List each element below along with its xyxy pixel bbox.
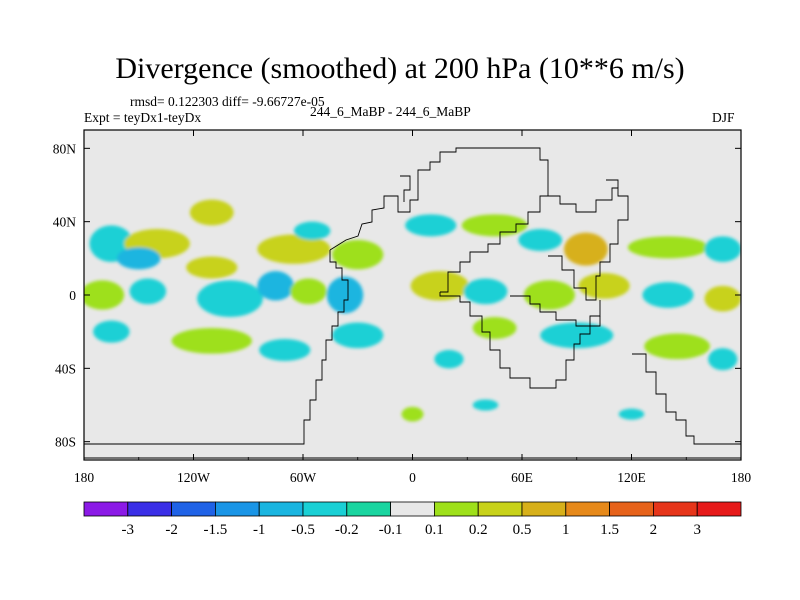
anomaly-blob (627, 236, 709, 259)
colorbar-swatch (302, 501, 348, 517)
y-tick-label: 40N (53, 215, 77, 230)
colorbar-label: 0.2 (469, 522, 488, 538)
anomaly-blob (540, 322, 614, 349)
x-tick-label: 180 (74, 470, 95, 485)
x-tick-label: 120E (617, 470, 646, 485)
chart-title: Divergence (smoothed) at 200 hPa (10**6 … (115, 52, 685, 85)
anomaly-blob (197, 280, 263, 317)
colorbar-label: 0.1 (425, 522, 444, 538)
anomaly-blob (257, 234, 331, 264)
colorbar-swatch (521, 501, 567, 517)
colorbar-label: 3 (693, 522, 701, 538)
anomaly-blob (578, 273, 630, 299)
colorbar-label: 2 (650, 522, 658, 538)
colorbar-label: -1 (253, 522, 266, 538)
colorbar-label: -0.5 (291, 522, 315, 538)
colorbar-swatch (390, 501, 435, 517)
anomaly-blob (704, 285, 741, 312)
anomaly-blob (704, 236, 741, 262)
anomaly-blob (332, 322, 384, 349)
colorbar-label: 1 (562, 522, 570, 538)
anomaly-blob (644, 333, 710, 360)
anomaly-blob (463, 278, 508, 305)
anomaly-blob (84, 280, 125, 310)
anomaly-blob (642, 282, 694, 308)
experiment-label: Expt = teyDx1-teyDx (84, 110, 202, 125)
anomaly-blob (189, 199, 234, 226)
colorbar-swatch (565, 501, 610, 517)
anomaly-blob (410, 271, 470, 301)
anomaly-core (576, 241, 596, 257)
colorbar-swatch (258, 501, 304, 517)
anomaly-blob (401, 406, 424, 422)
colorbar-swatch (477, 501, 523, 517)
colorbar-label: -0.2 (335, 522, 359, 538)
colorbar-swatch (653, 501, 698, 517)
anomaly-blob (171, 328, 252, 354)
colorbar-label: 0.5 (513, 522, 532, 538)
colorbar-label: -0.1 (379, 522, 403, 538)
anomaly-blob (293, 221, 331, 240)
x-tick-label: 180 (731, 470, 752, 485)
colorbar-swatch (696, 501, 742, 517)
anomaly-core (336, 286, 354, 304)
stats-label: rmsd= 0.122303 diff= -9.66727e-05 (130, 94, 325, 109)
anomaly-blob (618, 408, 645, 420)
y-axis: 80N 40N 0 40S 80S (53, 141, 741, 450)
colorbar-label: -1.5 (204, 522, 228, 538)
colorbar-label: 1.5 (600, 522, 619, 538)
colorbar-swatch (127, 501, 173, 517)
colorbar-swatch (214, 501, 260, 517)
center-label: 244_6_MaBP - 244_6_MaBP (310, 104, 471, 119)
anomaly-blob (186, 256, 238, 279)
x-tick-label: 60W (290, 470, 317, 485)
anomaly-blob (129, 278, 167, 305)
colorbar-swatch (346, 501, 391, 517)
y-tick-label: 80S (55, 435, 76, 450)
x-tick-label: 0 (409, 470, 416, 485)
anomaly-blob (434, 350, 464, 369)
colorbar-label: -3 (122, 522, 135, 538)
x-axis: 180 120W 60W 0 60E 120E 180 (74, 130, 752, 485)
colorbar-swatch (433, 501, 479, 517)
anomaly-blob (523, 280, 575, 310)
anomaly-blob (708, 348, 738, 371)
colorbar-swatch (83, 501, 129, 517)
plot-area (84, 130, 741, 460)
x-tick-label: 120W (177, 470, 210, 485)
y-tick-label: 0 (69, 288, 76, 303)
anomaly-blob (290, 278, 327, 305)
colorbar-label: -2 (165, 522, 178, 538)
anomaly-blob (518, 229, 563, 251)
colorbar-swatch (171, 501, 216, 517)
x-tick-label: 60E (511, 470, 533, 485)
season-label: DJF (712, 110, 735, 125)
anomaly-core (128, 253, 149, 264)
y-tick-label: 80N (53, 141, 77, 156)
anomaly-blob (405, 214, 457, 237)
anomaly-blob (461, 214, 528, 237)
colorbar-swatch (609, 501, 654, 517)
anomaly-blob (259, 339, 311, 361)
anomaly-blob (472, 317, 517, 339)
anomaly-core (267, 279, 284, 293)
anomaly-blob (93, 320, 130, 343)
anomaly-blob (472, 399, 499, 411)
anomaly-blob (332, 240, 384, 270)
y-tick-label: 40S (55, 361, 76, 376)
colorbar: -3 -2 -1.5 -1 -0.5 -0.2 -0.1 0.1 0.2 0.5 1 1.5 2 3 (83, 501, 742, 538)
